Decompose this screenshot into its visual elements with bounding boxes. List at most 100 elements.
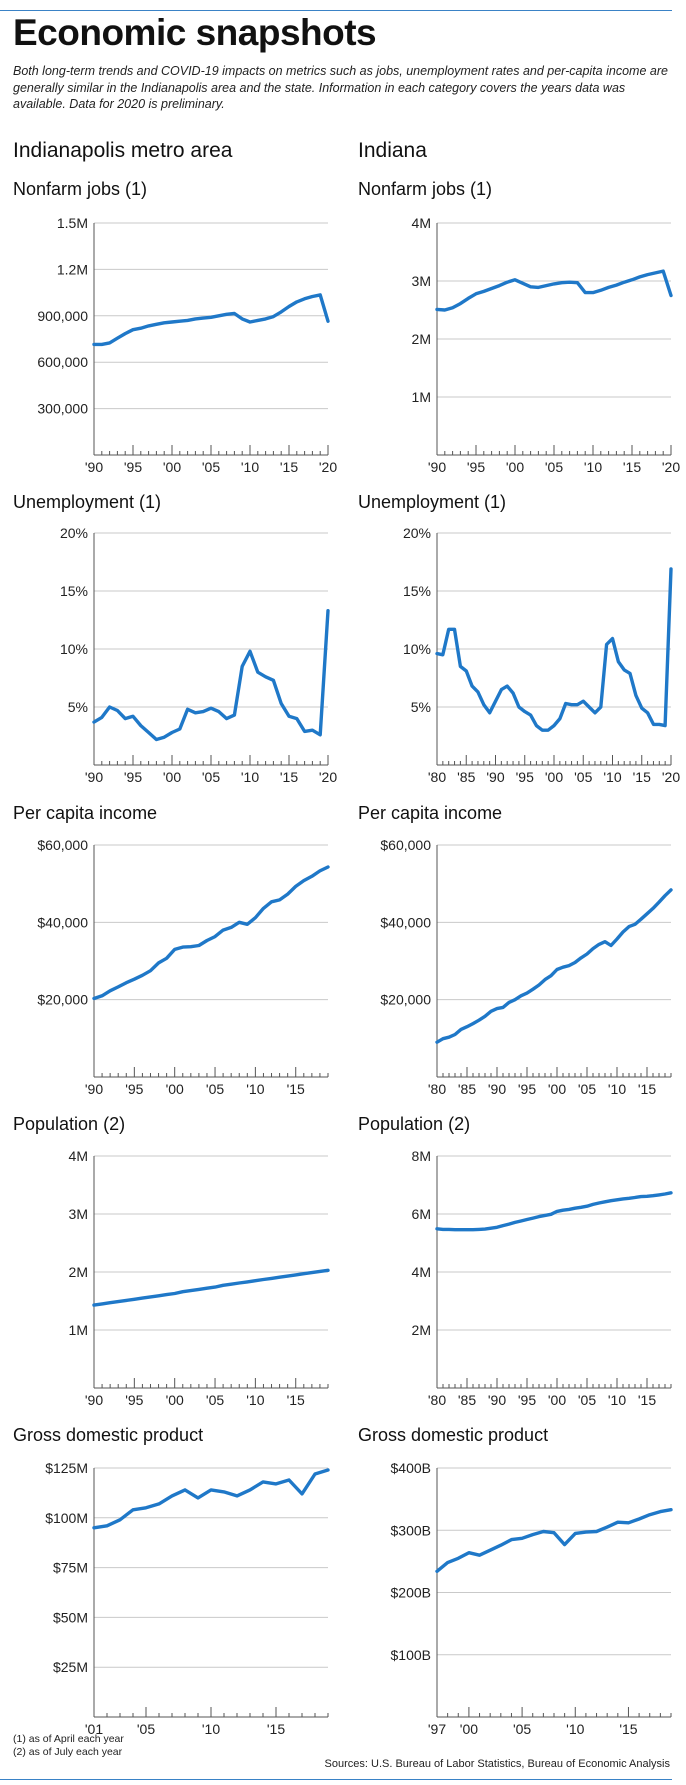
x-tick-label: '90 bbox=[488, 1081, 506, 1097]
y-tick-label: 4M bbox=[69, 1148, 88, 1164]
x-tick-label: '00 bbox=[548, 1392, 566, 1408]
x-tick-label: '95 bbox=[125, 1392, 143, 1408]
x-tick-label: '95 bbox=[124, 769, 142, 785]
chart-in-jobs: 1M 2M 3M 4M '90 '95 '00 '05 '10 '15 '20 bbox=[412, 215, 681, 475]
x-tick-label: '10 bbox=[584, 459, 602, 475]
series-line bbox=[435, 1191, 673, 1232]
y-tick-label: 15% bbox=[60, 583, 88, 599]
x-tick-label: '00 bbox=[163, 459, 181, 475]
x-tick-label: '95 bbox=[124, 459, 142, 475]
x-tick-label: '05 bbox=[545, 459, 563, 475]
x-tick-label: '97 bbox=[428, 1721, 446, 1737]
chart-title-indy-unemp: Unemployment (1) bbox=[13, 492, 162, 512]
x-tick-label: '00 bbox=[166, 1392, 184, 1408]
chart-title-indy-pop: Population (2) bbox=[13, 1114, 126, 1134]
column-head-right: Indiana bbox=[358, 139, 427, 162]
chart-title-in-jobs: Nonfarm jobs (1) bbox=[358, 179, 493, 199]
x-tick-label: '95 bbox=[518, 1081, 536, 1097]
chart-title-in-pop: Population (2) bbox=[358, 1114, 471, 1134]
y-tick-label: 2M bbox=[412, 331, 431, 347]
x-tick-label: '10 bbox=[241, 769, 259, 785]
x-tick-label: '15 bbox=[619, 1721, 637, 1737]
series-line bbox=[435, 567, 673, 732]
x-tick-label: '10 bbox=[202, 1721, 220, 1737]
x-tick-label: '10 bbox=[246, 1392, 264, 1408]
y-tick-label: 600,000 bbox=[37, 354, 88, 370]
x-tick-label: '20 bbox=[662, 459, 680, 475]
y-tick-label: 3M bbox=[412, 273, 431, 289]
chart-indy-income: $20,000 $40,000 $60,000 '90 '95 '00 '05 '10 '15 bbox=[37, 837, 330, 1097]
x-tick-label: '15 bbox=[638, 1392, 656, 1408]
x-tick-label: '15 bbox=[287, 1081, 305, 1097]
chart-title-in-gdp: Gross domestic product bbox=[358, 1425, 549, 1445]
x-tick-label: '85 bbox=[458, 1081, 476, 1097]
y-tick-label: 4M bbox=[412, 215, 431, 231]
y-tick-label: 15% bbox=[403, 583, 431, 599]
chart-in-income: $20,000 $40,000 $60,000 '80 '85 '90 '95 '00 '05 '… bbox=[380, 837, 673, 1097]
y-tick-label: 20% bbox=[60, 525, 88, 541]
y-tick-label: 1.2M bbox=[57, 261, 88, 277]
chart-in-unemp: 5% 10% 15% 20% '80 '85 '90 '95 '00 '05 '10 '15 '20 bbox=[403, 525, 680, 785]
x-tick-label: '10 bbox=[241, 459, 259, 475]
x-tick-label: '20 bbox=[662, 769, 680, 785]
x-tick-label: '15 bbox=[280, 459, 298, 475]
x-tick-label: '00 bbox=[163, 769, 181, 785]
x-tick-label: '00 bbox=[166, 1081, 184, 1097]
series-line bbox=[92, 1268, 330, 1307]
x-tick-label: '00 bbox=[545, 769, 563, 785]
y-tick-label: 1.5M bbox=[57, 215, 88, 231]
y-tick-label: $40,000 bbox=[380, 914, 431, 930]
y-tick-label: 10% bbox=[60, 641, 88, 657]
series-line bbox=[92, 1468, 330, 1530]
y-tick-label: $60,000 bbox=[37, 837, 88, 853]
footnote-2: (2) as of July each year bbox=[13, 1746, 123, 1758]
y-tick-label: 900,000 bbox=[37, 308, 88, 324]
x-tick-label: '15 bbox=[638, 1081, 656, 1097]
x-tick-label: '00 bbox=[548, 1081, 566, 1097]
x-tick-label: '15 bbox=[280, 769, 298, 785]
x-tick-label: '10 bbox=[608, 1081, 626, 1097]
chart-title-indy-gdp: Gross domestic product bbox=[13, 1425, 204, 1445]
y-tick-label: $100B bbox=[391, 1647, 431, 1663]
x-tick-label: '05 bbox=[574, 769, 592, 785]
x-tick-label: '15 bbox=[267, 1721, 285, 1737]
x-tick-label: '80 bbox=[428, 769, 446, 785]
y-tick-label: 5% bbox=[411, 699, 431, 715]
y-tick-label: $125M bbox=[45, 1460, 88, 1476]
x-tick-label: '10 bbox=[603, 769, 621, 785]
x-tick-label: '95 bbox=[516, 769, 534, 785]
x-tick-label: '01 bbox=[85, 1721, 103, 1737]
x-tick-label: '15 bbox=[287, 1392, 305, 1408]
chart-indy-jobs: 300,000 600,000 900,000 1.2M 1.5M '90 '95 '00 '0… bbox=[37, 215, 337, 475]
chart-indy-unemp: 5% 10% 15% 20% '90 '95 '00 '05 '10 '15 '20 bbox=[60, 525, 337, 785]
series-line bbox=[92, 293, 330, 347]
top-rule bbox=[0, 10, 672, 11]
y-tick-label: 300,000 bbox=[37, 401, 88, 417]
x-tick-label: '90 bbox=[488, 1392, 506, 1408]
y-tick-label: $40,000 bbox=[37, 914, 88, 930]
y-tick-label: $20,000 bbox=[37, 992, 88, 1008]
y-tick-label: $60,000 bbox=[380, 837, 431, 853]
x-tick-label: '05 bbox=[578, 1392, 596, 1408]
x-tick-label: '10 bbox=[246, 1081, 264, 1097]
x-tick-label: '85 bbox=[458, 1392, 476, 1408]
y-tick-label: $200B bbox=[391, 1585, 431, 1601]
x-tick-label: '05 bbox=[578, 1081, 596, 1097]
y-tick-label: 10% bbox=[403, 641, 431, 657]
chart-in-gdp: $100B $200B $300B $400B '97 '00 '05 '10 '15 bbox=[391, 1460, 673, 1737]
y-tick-label: 6M bbox=[412, 1206, 431, 1222]
x-tick-label: '90 bbox=[85, 459, 103, 475]
y-tick-label: 20% bbox=[403, 525, 431, 541]
y-tick-label: $25M bbox=[53, 1659, 88, 1675]
x-tick-label: '00 bbox=[460, 1721, 478, 1737]
y-tick-label: 8M bbox=[412, 1148, 431, 1164]
chart-in-pop: 2M 4M 6M 8M '80 '85 '90 '95 '00 '05 '10 '15 bbox=[412, 1148, 673, 1408]
x-tick-label: '90 bbox=[85, 1081, 103, 1097]
x-tick-label: '20 bbox=[319, 769, 337, 785]
footnote-1: (1) as of April each year bbox=[13, 1733, 124, 1745]
x-tick-label: '05 bbox=[206, 1081, 224, 1097]
x-tick-label: '95 bbox=[467, 459, 485, 475]
page-title: Economic snapshots bbox=[13, 12, 377, 53]
y-tick-label: $300B bbox=[391, 1522, 431, 1538]
chart-indy-pop: 1M 2M 3M 4M '90 '95 '00 '05 '10 '15 bbox=[69, 1148, 330, 1408]
